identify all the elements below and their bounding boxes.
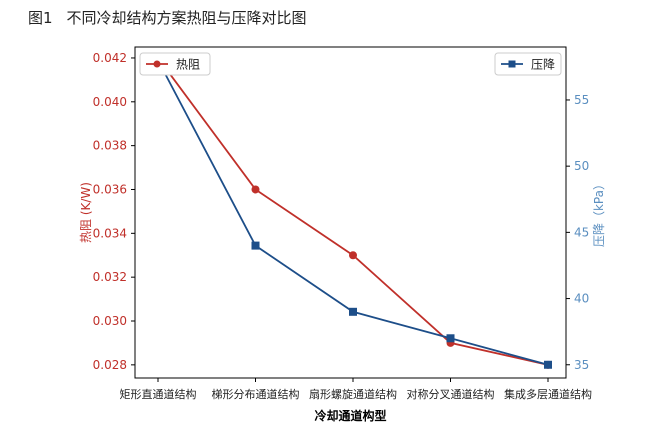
- legend-thermal-label: 热阻: [176, 58, 200, 72]
- series-line-2: [157, 59, 549, 366]
- legend-thermal-box: [139, 52, 211, 76]
- right-axis-tick-label: 35: [574, 358, 589, 372]
- x-axis-tick-label: 集成多层通道结构: [504, 387, 592, 401]
- left-axis-tick-label: 0.040: [93, 95, 127, 109]
- data-point-circle: [349, 251, 357, 260]
- right-axis-label: 压降（kPa）: [592, 178, 606, 247]
- legend-pressure-label: 压降: [531, 58, 555, 72]
- right-axis-tick-label: 45: [574, 225, 589, 239]
- left-axis-tick-label: 0.028: [93, 358, 127, 372]
- data-point-square: [544, 360, 552, 369]
- legend-pressure-swatch-marker: [508, 60, 516, 68]
- data-point-square: [251, 241, 260, 250]
- right-axis-tick-label: 55: [574, 93, 589, 107]
- data-point-circle: [251, 185, 260, 194]
- x-axis-label: 冷却通道构型: [314, 408, 386, 423]
- series-line-1: [157, 57, 549, 366]
- data-point-square: [349, 307, 357, 316]
- left-axis-tick-label: 0.042: [93, 51, 127, 65]
- left-axis-label: 热阻 (K/W): [79, 182, 93, 243]
- right-axis-tick-label: 50: [574, 159, 589, 173]
- x-axis-tick-label: 矩形直通道结构: [120, 387, 197, 401]
- x-axis-tick-label: 扇形螺旋通道结构: [309, 387, 397, 401]
- x-axis-tick-label: 梯形分布通道结构: [212, 387, 300, 401]
- x-axis-tick-label: 对称分叉通道结构: [407, 387, 495, 401]
- figure-number: 图1: [28, 9, 53, 27]
- figure-caption: 图1 不同冷却结构方案热阻与压降对比图: [28, 7, 307, 28]
- figure-title: 不同冷却结构方案热阻与压降对比图: [66, 9, 307, 27]
- data-point-square: [446, 334, 455, 343]
- left-axis-tick-label: 0.038: [93, 139, 127, 153]
- left-axis-tick-label: 0.030: [93, 314, 127, 328]
- legend-pressure-box: [494, 52, 562, 76]
- left-axis-tick-label: 0.034: [93, 226, 127, 240]
- plot-frame: [134, 46, 567, 379]
- right-axis-tick-label: 40: [574, 292, 589, 306]
- left-axis-tick-label: 0.032: [93, 270, 127, 284]
- legend-thermal-swatch-marker: [153, 60, 161, 68]
- left-axis-tick-label: 0.036: [93, 182, 127, 196]
